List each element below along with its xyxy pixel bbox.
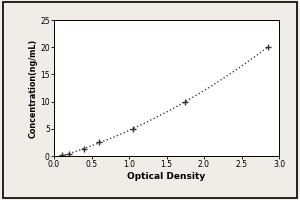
Y-axis label: Concentration(ng/mL): Concentration(ng/mL): [28, 38, 38, 138]
X-axis label: Optical Density: Optical Density: [128, 172, 206, 181]
